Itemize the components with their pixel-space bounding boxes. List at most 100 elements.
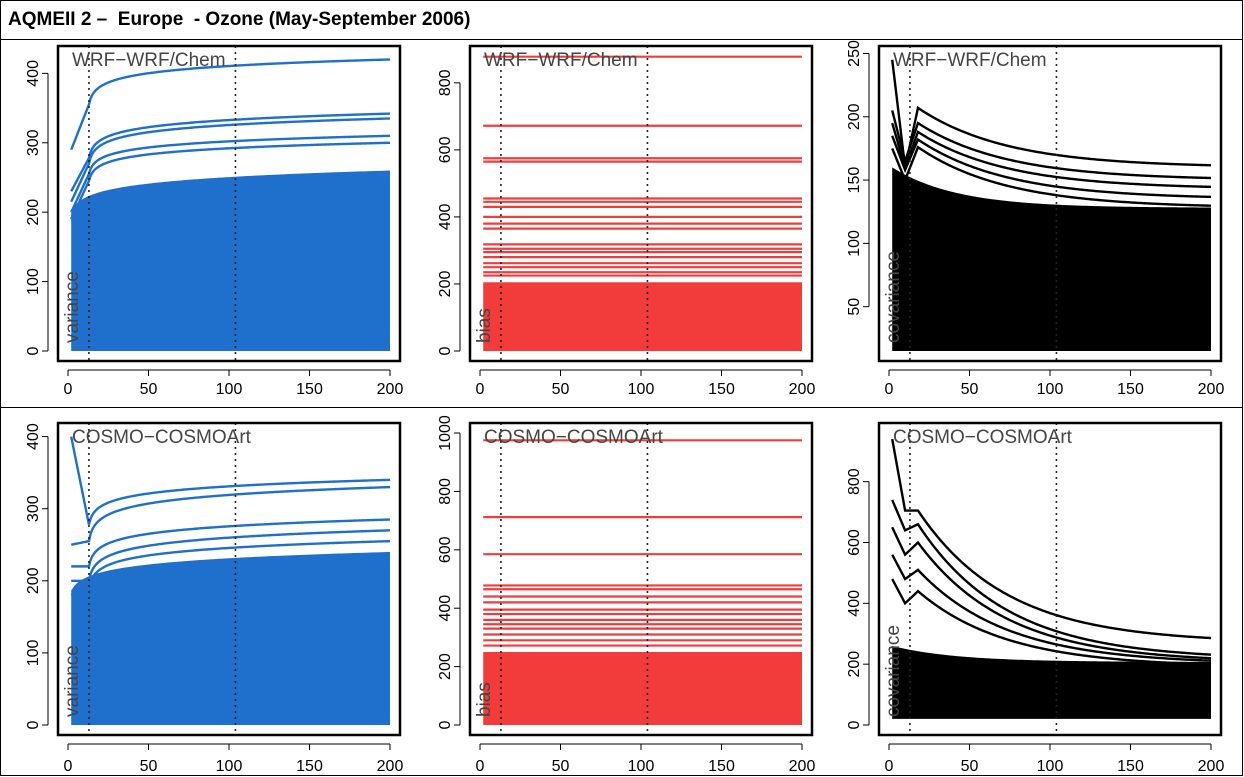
x-tick-label: 0 [64, 381, 73, 398]
covariance-curve [891, 145, 1212, 207]
panel-6: 0 50 100 150 200 0 200 400 600 800 COSMO−COSMOArt c… [846, 421, 1225, 775]
x-tick-label: 100 [1037, 758, 1064, 775]
plot-area [483, 439, 802, 725]
panel-metric-label: covariance [883, 251, 904, 343]
panel-2: 0 50 100 150 200 0 200 400 600 800 WRF−WRF/Chem bia… [437, 44, 815, 398]
plot-area [70, 436, 391, 725]
plot-frame [468, 44, 814, 363]
panel-3: 0 50 100 150 200 50 100 150 200 250 WRF−WRF/Chem co… [846, 40, 1224, 398]
variance-curve [70, 539, 391, 597]
y-tick-label: 1000 [437, 415, 454, 451]
plot-frame [468, 421, 814, 737]
x-tick-label: 200 [377, 758, 404, 775]
variance-curve [71, 529, 391, 583]
panel-model-label: COSMO−COSMOArt [484, 427, 664, 448]
panel-metric-label: bias [474, 308, 495, 343]
y-tick-label: 0 [25, 720, 42, 729]
x-tick-label: 200 [1198, 758, 1225, 775]
covariance-band [892, 645, 1211, 719]
covariance-curve [891, 438, 1212, 640]
plot-frame [56, 44, 402, 363]
x-tick-label: 150 [1117, 758, 1144, 775]
y-tick-label: 200 [437, 271, 454, 298]
y-tick-label: 600 [846, 529, 863, 556]
covariance-curve [891, 122, 1212, 189]
x-tick-label: 100 [216, 758, 243, 775]
row-divider [0, 407, 1243, 408]
y-tick-label: 200 [25, 567, 42, 594]
x-tick-label: 0 [885, 758, 894, 775]
y-tick-label: 300 [25, 495, 42, 522]
panel-metric-label: covariance [883, 625, 904, 717]
variance-band [71, 551, 390, 725]
panel-1: 0 50 100 150 200 0 100 200 300 400 WRF−WRF/Chem var… [25, 44, 403, 398]
y-tick-label: 200 [437, 653, 454, 680]
y-tick-label: 100 [846, 230, 863, 257]
panel-model-label: WRF−WRF/Chem [484, 50, 638, 71]
y-tick-label: 400 [437, 595, 454, 622]
y-tick-label: 400 [25, 423, 42, 450]
y-tick-label: 800 [437, 478, 454, 505]
variance-curve [70, 112, 391, 192]
panel-metric-label: variance [62, 645, 83, 717]
variance-curve [70, 485, 391, 546]
figure-title: AQMEII 2 – Europe - Ozone (May-September… [8, 9, 471, 30]
panel-model-label: WRF−WRF/Chem [893, 50, 1047, 71]
y-tick-label: 200 [25, 199, 42, 226]
y-tick-label: 600 [437, 136, 454, 163]
y-tick-label: 0 [25, 346, 42, 355]
x-tick-label: 150 [1117, 381, 1144, 398]
panel-model-label: COSMO−COSMOArt [893, 427, 1073, 448]
x-tick-label: 50 [961, 758, 979, 775]
variance-curve [70, 117, 391, 203]
y-tick-label: 400 [437, 203, 454, 230]
covariance-curve [891, 554, 1212, 662]
y-tick-label: 0 [437, 720, 454, 729]
covariance-curve [891, 578, 1212, 666]
variance-curve [70, 141, 391, 220]
panel-5: 0 50 100 150 200 0 200 400 600 800 1000 COSMO−COSMO… [437, 415, 815, 775]
y-tick-label: 0 [437, 346, 454, 355]
y-tick-label: 400 [25, 60, 42, 87]
x-tick-label: 100 [216, 381, 243, 398]
plot-area [70, 58, 391, 351]
x-tick-label: 50 [140, 381, 158, 398]
variance-band [71, 170, 390, 351]
covariance-band [892, 167, 1211, 351]
panel-model-label: COSMO−COSMOArt [72, 427, 252, 448]
y-tick-label: 800 [846, 468, 863, 495]
x-tick-label: 50 [140, 758, 158, 775]
x-tick-label: 200 [789, 758, 816, 775]
x-tick-label: 150 [296, 381, 323, 398]
x-tick-label: 0 [64, 758, 73, 775]
variance-curve [71, 518, 391, 568]
x-tick-label: 50 [552, 381, 570, 398]
bias-band [483, 652, 802, 725]
x-tick-label: 50 [961, 381, 979, 398]
plot-area [891, 438, 1212, 719]
x-tick-label: 100 [628, 381, 655, 398]
x-tick-label: 100 [1037, 381, 1064, 398]
x-tick-label: 0 [885, 381, 894, 398]
y-tick-label: 100 [25, 268, 42, 295]
plot-frame [877, 44, 1223, 363]
y-tick-label: 0 [846, 720, 863, 729]
x-tick-label: 150 [296, 758, 323, 775]
y-tick-label: 100 [25, 639, 42, 666]
panel-4: 0 50 100 150 200 0 100 200 300 400 COSMO−COSMOArt v… [25, 421, 404, 775]
bias-band [483, 282, 802, 351]
panel-metric-label: bias [474, 682, 495, 717]
y-tick-label: 250 [846, 40, 863, 67]
panel-model-label: WRF−WRF/Chem [72, 50, 226, 71]
x-tick-label: 100 [628, 758, 655, 775]
covariance-curve [891, 499, 1212, 656]
plot-frame [877, 421, 1223, 737]
x-tick-label: 0 [476, 381, 485, 398]
covariance-curve [891, 110, 1212, 180]
x-tick-label: 200 [1198, 381, 1225, 398]
variance-curve [70, 436, 391, 525]
y-tick-label: 600 [437, 536, 454, 563]
x-tick-label: 150 [708, 758, 735, 775]
